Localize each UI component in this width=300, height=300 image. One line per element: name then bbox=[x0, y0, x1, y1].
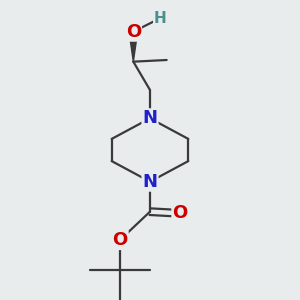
Text: O: O bbox=[172, 204, 188, 222]
Text: N: N bbox=[142, 109, 158, 127]
Text: O: O bbox=[126, 23, 141, 41]
Text: N: N bbox=[142, 173, 158, 191]
Text: O: O bbox=[112, 231, 128, 249]
Polygon shape bbox=[129, 32, 138, 62]
Text: H: H bbox=[154, 11, 166, 26]
